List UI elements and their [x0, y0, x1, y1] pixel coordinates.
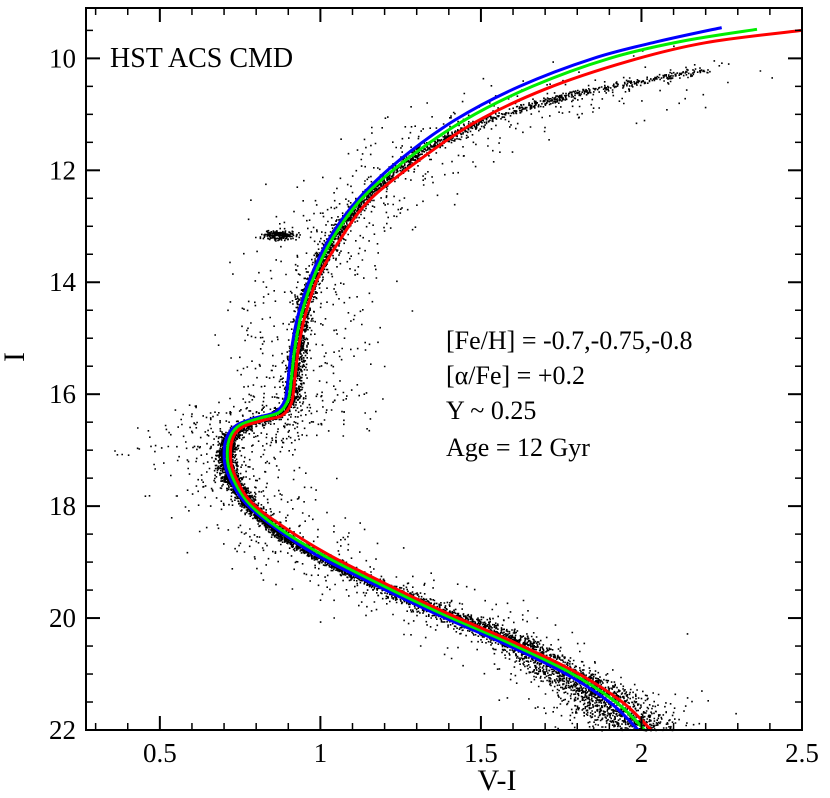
plot-frame	[85, 7, 803, 731]
param-feh: [Fe/H] = -0.7,-0.75,-0.8	[446, 326, 692, 355]
y-tick-label: 22	[49, 715, 76, 745]
y-tick-label: 10	[49, 43, 76, 73]
isochrone-lines	[222, 26, 803, 732]
y-tick-label: 14	[49, 267, 77, 297]
axis-ticks: 0.5 1 1.5 2 2.5 10 12 14 16 18 20 22	[49, 8, 819, 768]
corner-label: HST ACS CMD	[110, 43, 293, 74]
y-tick-label: 18	[49, 491, 76, 521]
y-tick-label: 20	[49, 603, 76, 633]
x-tick-label: 2.5	[785, 738, 819, 768]
isochrone-line-2	[225, 27, 758, 732]
x-tick-label: 0.5	[143, 738, 177, 768]
x-tick-label: 2	[635, 738, 649, 768]
y-axis-label: I	[0, 352, 31, 362]
param-age: Age = 12 Gyr	[446, 433, 590, 462]
x-tick-label: 1.5	[464, 738, 498, 768]
param-helium: Y ~ 0.25	[446, 396, 536, 425]
param-alpha: [α/Fe] = +0.2	[446, 361, 585, 390]
y-tick-label: 16	[49, 379, 76, 409]
x-axis-label: V-I	[478, 764, 517, 797]
y-tick-label: 12	[49, 155, 76, 185]
x-tick-label: 1	[314, 738, 328, 768]
isochrone-line-3	[229, 28, 803, 732]
